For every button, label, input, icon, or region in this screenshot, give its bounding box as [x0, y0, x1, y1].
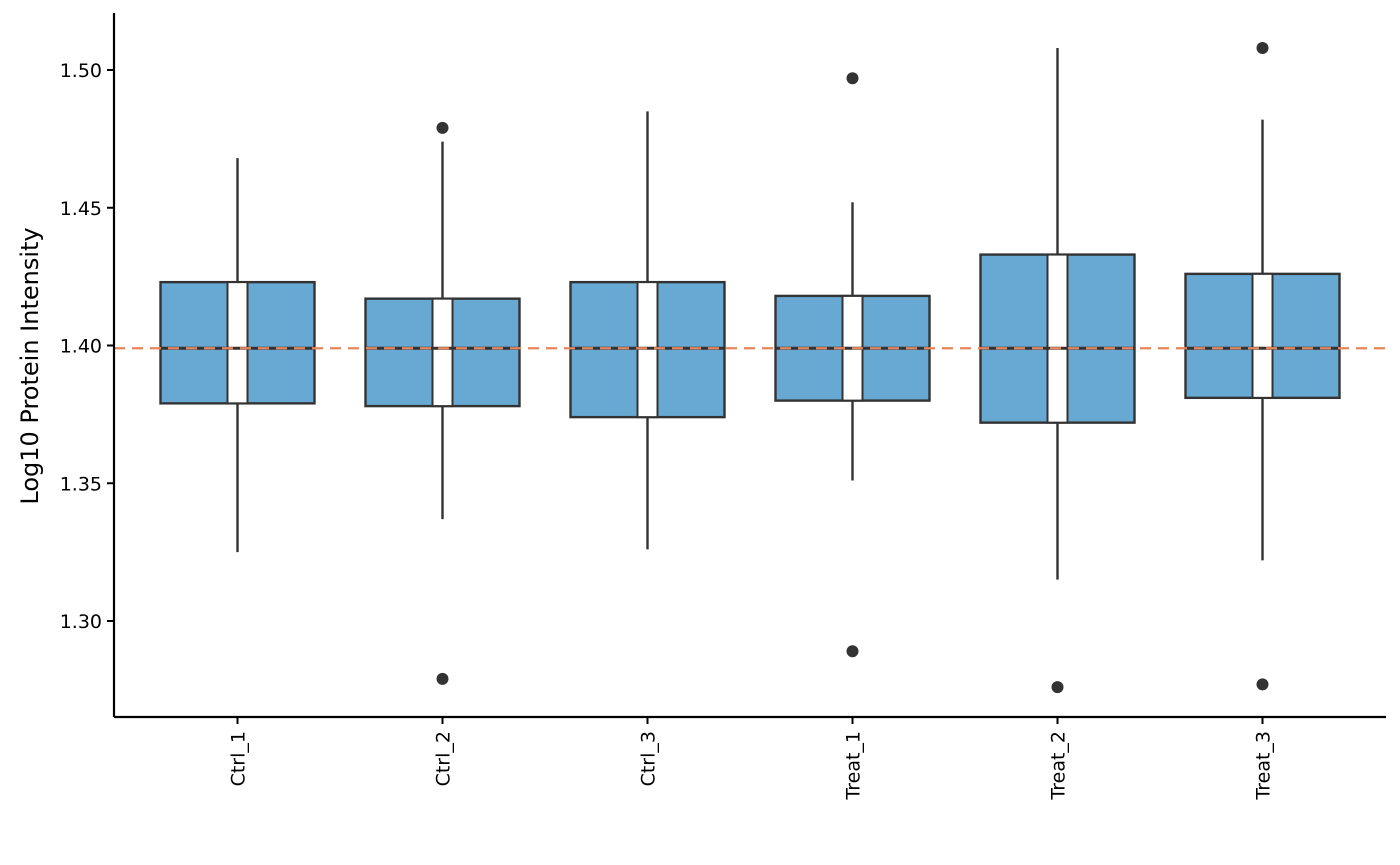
- outlier-point: [436, 121, 449, 134]
- box-notch: [1046, 253, 1069, 424]
- box-Ctrl_1: [159, 158, 316, 553]
- y-tick-label: 1.30: [60, 611, 102, 633]
- x-tick-label: Ctrl_1: [228, 731, 250, 786]
- box-Treat_2: [979, 47, 1136, 694]
- y-tick-label: 1.50: [60, 60, 102, 82]
- x-tick-label: Treat_3: [1253, 731, 1275, 801]
- box-Ctrl_3: [569, 111, 726, 550]
- outlier-point: [1256, 41, 1269, 54]
- x-tick-label: Ctrl_3: [638, 731, 660, 786]
- x-tick-label: Treat_1: [843, 731, 865, 801]
- x-tick-label: Treat_2: [1048, 731, 1070, 801]
- x-axis-ticks: Ctrl_1 Ctrl_2 Ctrl_3 Treat_1 Treat_2 Treat_3: [228, 717, 1275, 801]
- outlier-point: [1051, 681, 1064, 694]
- y-axis-title: Log10 Protein Intensity: [16, 227, 44, 504]
- box-notch: [431, 297, 454, 408]
- outlier-point: [1256, 678, 1269, 691]
- outlier-point: [436, 672, 449, 685]
- outlier-point: [846, 72, 859, 85]
- box-notch: [226, 281, 249, 405]
- plot-area: [114, 41, 1386, 694]
- outlier-point: [846, 645, 859, 658]
- box-Treat_3: [1184, 41, 1341, 691]
- x-tick-label: Ctrl_2: [433, 731, 455, 786]
- y-tick-label: 1.40: [60, 336, 102, 358]
- y-axis-ticks: 1.30 1.35 1.40 1.45 1.50: [60, 60, 114, 633]
- box-Treat_1: [774, 72, 931, 658]
- box-Ctrl_2: [364, 121, 521, 685]
- box-notch: [1251, 272, 1274, 399]
- y-tick-label: 1.45: [60, 198, 102, 220]
- y-tick-label: 1.35: [60, 473, 102, 495]
